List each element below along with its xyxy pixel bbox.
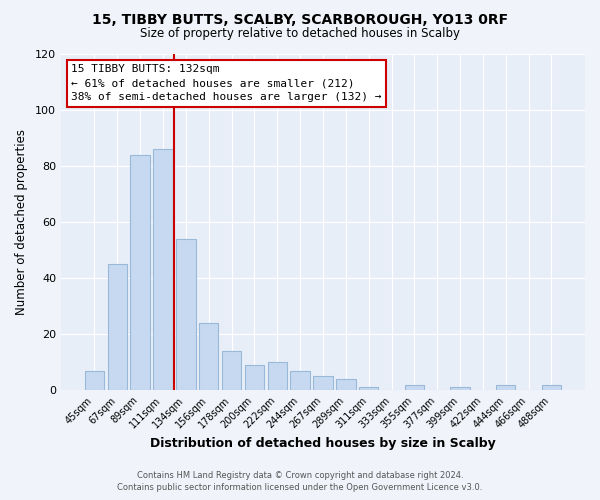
Bar (542, 384, 561, 390)
Bar (451, 388, 470, 390)
Y-axis label: Number of detached properties: Number of detached properties (15, 129, 28, 315)
Bar (336, 379, 356, 390)
Text: 15 TIBBY BUTTS: 132sqm
← 61% of detached houses are smaller (212)
38% of semi-de: 15 TIBBY BUTTS: 132sqm ← 61% of detached… (71, 64, 382, 102)
Bar (154, 150, 173, 390)
Bar (85, 370, 104, 390)
Text: Contains HM Land Registry data © Crown copyright and database right 2024.
Contai: Contains HM Land Registry data © Crown c… (118, 471, 482, 492)
Bar (199, 323, 218, 390)
Bar (176, 239, 196, 390)
Bar (290, 370, 310, 390)
Bar (222, 351, 241, 390)
Bar (268, 362, 287, 390)
Bar (107, 264, 127, 390)
Bar (313, 376, 332, 390)
X-axis label: Distribution of detached houses by size in Scalby: Distribution of detached houses by size … (150, 437, 496, 450)
Bar (245, 365, 264, 390)
Text: Size of property relative to detached houses in Scalby: Size of property relative to detached ho… (140, 28, 460, 40)
Bar (496, 384, 515, 390)
Text: 15, TIBBY BUTTS, SCALBY, SCARBOROUGH, YO13 0RF: 15, TIBBY BUTTS, SCALBY, SCARBOROUGH, YO… (92, 12, 508, 26)
Bar (130, 155, 150, 390)
Bar (359, 388, 379, 390)
Bar (404, 384, 424, 390)
